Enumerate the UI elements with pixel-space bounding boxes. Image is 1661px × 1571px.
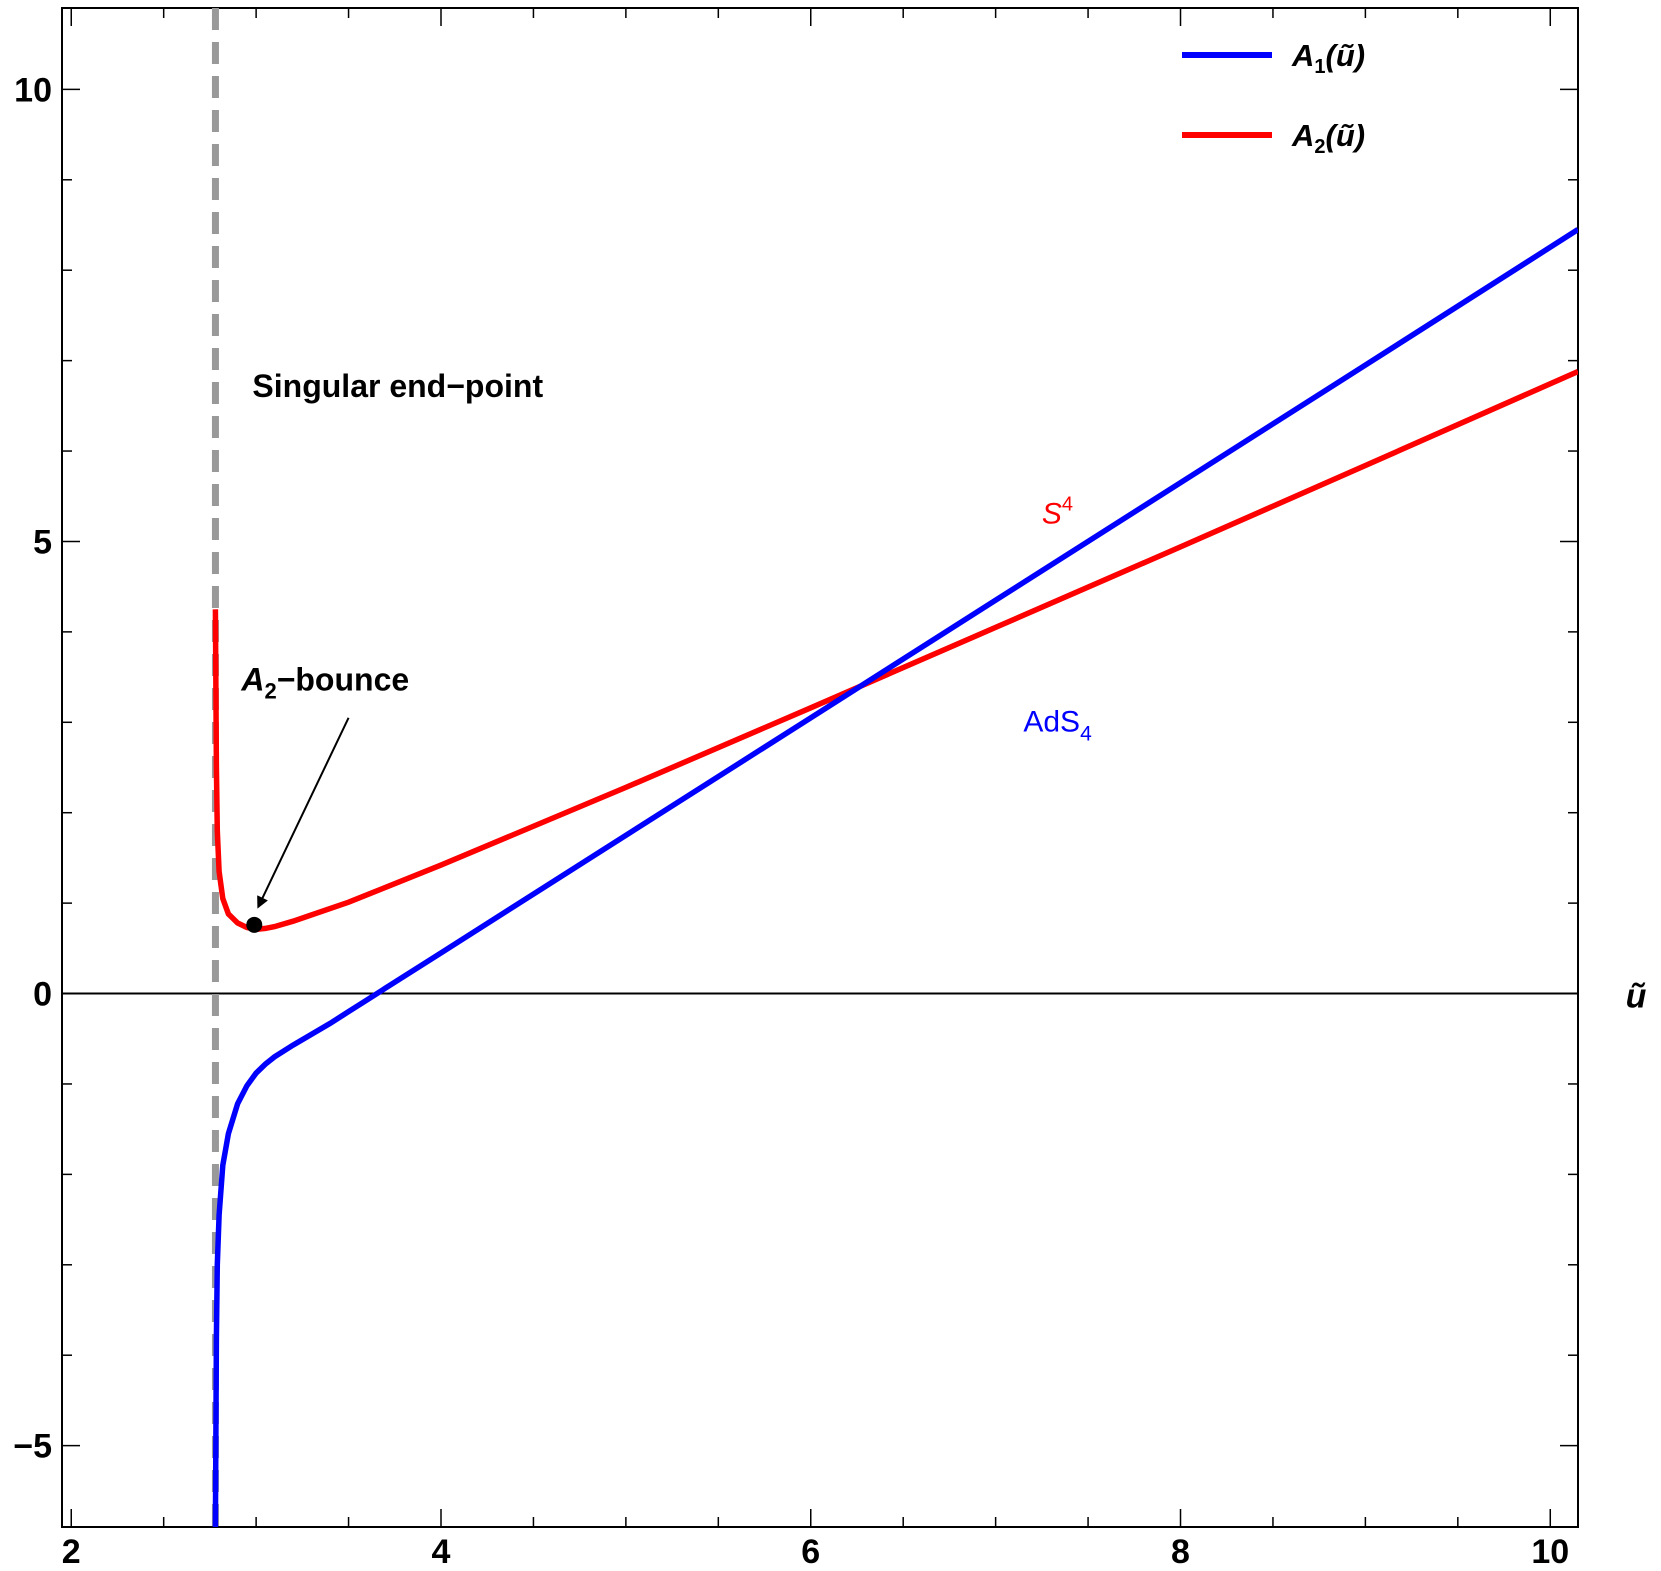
x-tick-label: 8 (1171, 1533, 1190, 1571)
bounce-label: A2−bounce (240, 662, 409, 704)
bounce-point (246, 916, 263, 933)
singular-endpoint-label: Singular end−point (252, 368, 543, 404)
tick-labels: 2 4 6 8 10 −5 0 5 10 (13, 71, 1569, 1571)
y-tick-label: 10 (14, 71, 52, 109)
y-tick-label: −5 (13, 1428, 52, 1466)
legend: A1(ũ) A2(ũ) (1182, 38, 1365, 158)
series-line-a2 (212, 368, 1578, 933)
legend-label-a1: A1(ũ) (1291, 38, 1365, 78)
x-axis-label: ũ (1626, 978, 1647, 1016)
plot-frame (61, 7, 1579, 1528)
legend-label-a2: A2(ũ) (1291, 118, 1365, 158)
series-line-a1 (212, 227, 1578, 1527)
bounce-arrow (257, 717, 350, 909)
series-label-ads4: AdS4 (1023, 705, 1092, 745)
x-tick-label: 10 (1531, 1533, 1569, 1571)
y-tick-label: 0 (33, 976, 52, 1014)
x-tick-label: 6 (801, 1533, 820, 1571)
x-tick-label: 4 (432, 1533, 451, 1571)
series-label-s4: S4 (1042, 493, 1073, 530)
y-tick-label: 5 (33, 523, 52, 561)
x-tick-label: 2 (62, 1533, 81, 1571)
tick-marks (62, 8, 1578, 1527)
